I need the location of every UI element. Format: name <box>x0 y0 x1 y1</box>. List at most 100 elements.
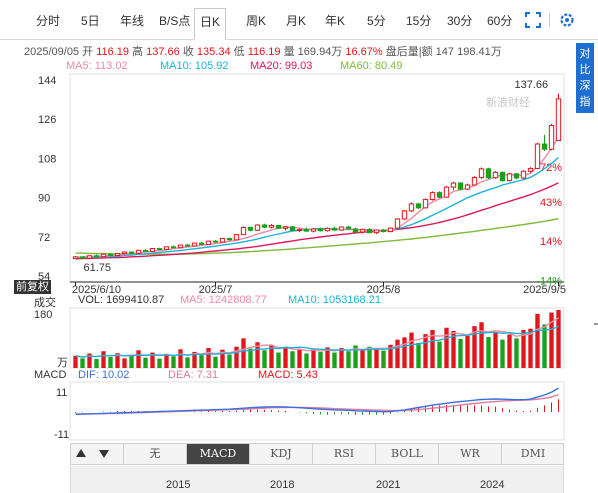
tab-monthly-k[interactable]: 月K <box>286 14 307 28</box>
candle-up <box>450 182 457 188</box>
tab-5min[interactable]: 5分 <box>367 14 386 28</box>
candle-up <box>555 98 562 142</box>
candle-up <box>282 226 289 229</box>
candle-down <box>352 228 359 233</box>
fuquan-toggle[interactable]: 前复权 <box>14 280 51 294</box>
x-tick-label: 2025/6/10 <box>72 284 121 296</box>
volume-bar <box>150 352 155 368</box>
candle-down <box>156 248 163 251</box>
high-label: 高 <box>132 46 144 58</box>
volume-bar <box>332 352 337 368</box>
macd-top-tick: 11 <box>56 387 67 399</box>
price-y-tick: 108 <box>38 153 56 165</box>
candle-up <box>114 253 121 257</box>
candle-down <box>184 244 191 247</box>
candle-down <box>79 256 86 259</box>
volume-bar <box>164 353 169 368</box>
indicator-tab-kdj[interactable]: KDJ <box>249 444 312 464</box>
tab-60min[interactable]: 60分 <box>487 14 513 28</box>
candle-up <box>177 244 184 249</box>
indicator-tab-macd[interactable]: MACD <box>186 444 249 464</box>
volume-bar <box>227 354 232 368</box>
candle-up <box>233 234 240 241</box>
indicator-tab-rsi[interactable]: RSI <box>312 444 375 464</box>
indicator-tab-dmi[interactable]: DMI <box>501 444 564 464</box>
indicator-tab-boll[interactable]: BOLL <box>375 444 438 464</box>
candle-up <box>135 249 142 254</box>
tab-weekly-k[interactable]: 周K <box>246 14 267 28</box>
volume-bar <box>528 328 533 368</box>
low-label: 低 <box>233 46 245 58</box>
tab-fenshi[interactable]: 分时 <box>36 14 61 28</box>
tab-30min[interactable]: 30分 <box>447 14 473 28</box>
volume-bar <box>451 330 456 368</box>
volume-bar <box>276 352 281 368</box>
candle-up <box>268 224 275 228</box>
candle-down <box>275 224 282 229</box>
high-price-marker: 137.66 <box>515 79 549 91</box>
x-tick-label: 2025/8 <box>367 284 401 296</box>
candle-up <box>219 238 226 243</box>
compare-char-1: 对 <box>579 48 591 60</box>
time-navigator[interactable] <box>70 466 564 493</box>
tab-15min[interactable]: 15分 <box>406 14 432 28</box>
volume-bar <box>367 346 372 368</box>
candle-up <box>121 251 128 255</box>
volume-bar <box>493 332 498 368</box>
volume-top-tick: 180 <box>34 309 52 321</box>
indicator-tab-none[interactable]: 无 <box>123 444 186 464</box>
scroll-up-arrow-icon[interactable] <box>76 449 86 457</box>
candle-down <box>331 227 338 231</box>
tab-daily-k[interactable]: 日K <box>194 8 227 40</box>
candle-up <box>443 186 450 198</box>
candle-down <box>303 229 310 232</box>
candle-down <box>289 226 296 231</box>
volume-bar <box>318 351 323 368</box>
scroll-down-arrow-icon[interactable] <box>99 450 109 458</box>
compare-index-button[interactable]: 对 比 深 指 <box>576 43 594 113</box>
candle-down <box>541 143 548 150</box>
vol-ma10-legend: MA10: 1053168.21 <box>288 294 381 306</box>
fullscreen-icon[interactable] <box>524 11 542 29</box>
price-y-tick: 72 <box>38 232 50 244</box>
volume-bar <box>234 346 239 368</box>
tab-nianxian[interactable]: 年线 <box>120 14 145 28</box>
tab-bs-point[interactable]: B/S点 <box>159 14 191 28</box>
gear-icon[interactable] <box>558 11 576 29</box>
dif-legend: DIF: 10.02 <box>78 369 130 381</box>
candle-up <box>310 228 317 232</box>
ma20-line <box>75 182 559 260</box>
candle-down <box>317 228 324 232</box>
volume-bar <box>129 355 134 368</box>
indicator-tabs: 无 MACD KDJ RSI BOLL WR DMI <box>70 443 564 465</box>
volume-value: 169.94万 <box>297 46 343 58</box>
open-label: 开 <box>82 46 94 58</box>
indicator-tab-wr[interactable]: WR <box>438 444 501 464</box>
volume-ma-lines <box>75 317 559 358</box>
volume-bar <box>115 353 120 368</box>
candle-up <box>520 170 527 179</box>
candle-up <box>408 203 415 212</box>
candle-up <box>205 240 212 245</box>
candle-up <box>429 192 436 201</box>
volume-bar <box>409 332 414 368</box>
percent-tick: 43% <box>540 197 562 209</box>
volume-bar <box>360 349 365 368</box>
candle-up <box>471 177 478 186</box>
candle-down <box>170 246 177 249</box>
volume-bar <box>388 344 393 368</box>
volume-bar <box>416 342 421 368</box>
volume-bar <box>87 353 92 368</box>
tab-yearly-k[interactable]: 年K <box>325 14 346 28</box>
volume-bar <box>430 329 435 368</box>
candle-down <box>345 226 352 230</box>
macd-bottom-tick: -11 <box>54 429 69 441</box>
volume-bar <box>549 312 554 368</box>
toolbar-divider <box>549 13 550 27</box>
volume-bar <box>220 349 225 368</box>
volume-bar <box>94 358 99 368</box>
tab-5day[interactable]: 5日 <box>81 14 100 28</box>
volume-bar <box>479 322 484 368</box>
